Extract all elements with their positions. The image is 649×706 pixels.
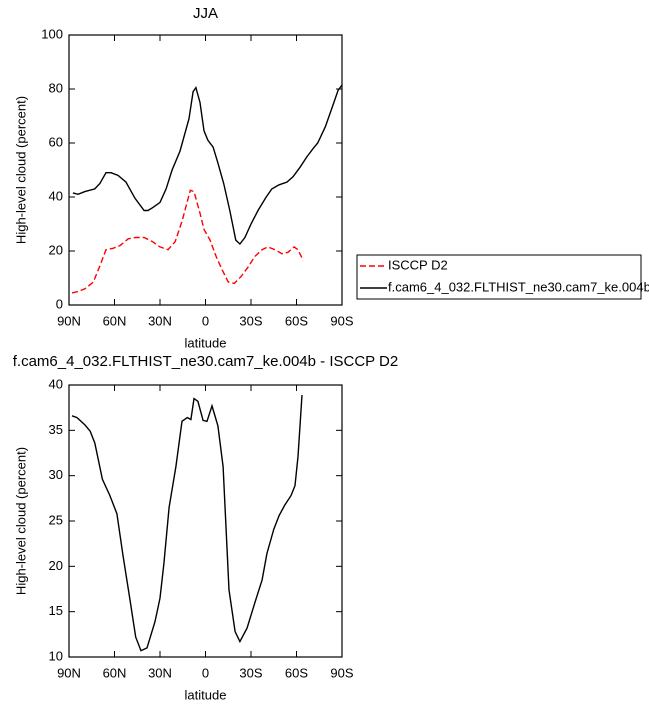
x-tick-label: 60N [103, 313, 127, 328]
y-tick-label: 40 [49, 188, 63, 203]
x-tick-label: 0 [202, 313, 209, 328]
y-axis-label: High-level cloud (percent) [13, 447, 28, 595]
plot-frame [68, 384, 343, 658]
y-tick-label: 25 [49, 512, 63, 527]
legend-label: ISCCP D2 [388, 257, 448, 272]
x-axis-label: latitude [185, 687, 227, 702]
chart-title: JJA [193, 5, 218, 22]
y-tick-label: 20 [49, 558, 63, 573]
x-tick-label: 30S [239, 665, 262, 680]
x-tick-label: 60S [285, 665, 308, 680]
x-tick-label: 90S [330, 313, 353, 328]
x-tick-label: 90N [57, 313, 81, 328]
x-tick-label: 0 [202, 665, 209, 680]
y-tick-label: 100 [41, 26, 63, 41]
x-tick-label: 90N [57, 665, 81, 680]
data-line [72, 84, 343, 246]
y-tick-label: 35 [49, 422, 63, 437]
x-tick-label: 30N [148, 313, 172, 328]
legend-label: f.cam6_4_032.FLTHIST_ne30.cam7_ke.004b [388, 279, 649, 294]
x-tick-label: 30S [239, 313, 262, 328]
x-tick-label: 60S [285, 313, 308, 328]
y-tick-label: 10 [49, 648, 63, 663]
chart-title: f.cam6_4_032.FLTHIST_ne30.cam7_ke.004b -… [13, 353, 398, 370]
y-axis-label: High-level cloud (percent) [13, 96, 28, 244]
x-tick-label: 60N [103, 665, 127, 680]
y-tick-label: 20 [49, 242, 63, 257]
y-tick-label: 60 [49, 134, 63, 149]
y-tick-label: 0 [56, 296, 63, 311]
y-tick-label: 15 [49, 603, 63, 618]
legend-box [356, 254, 642, 300]
plot-frame [68, 34, 343, 306]
y-tick-label: 80 [49, 80, 63, 95]
data-line [71, 394, 303, 652]
x-axis-label: latitude [185, 335, 227, 350]
x-tick-label: 30N [148, 665, 172, 680]
x-tick-label: 90S [330, 665, 353, 680]
data-line [71, 189, 304, 294]
y-tick-label: 40 [49, 376, 63, 391]
y-tick-label: 30 [49, 467, 63, 482]
